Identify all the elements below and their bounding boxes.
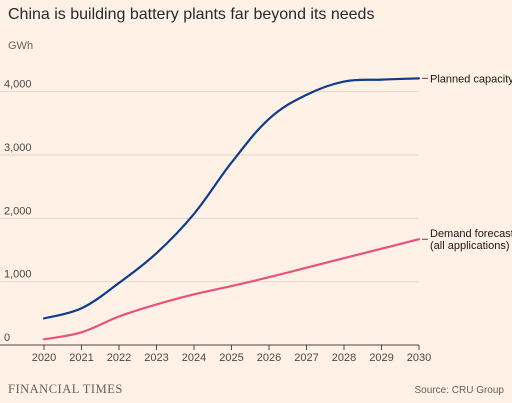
x-tick-label: 2022 — [107, 352, 131, 364]
x-tick-label: 2021 — [69, 352, 93, 364]
planned-capacity-label: Planned capacity — [430, 73, 512, 85]
y-axis-unit: GWh — [8, 40, 34, 52]
y-tick-label: 1,000 — [4, 269, 32, 281]
demand-forecast-label: (all applications) — [430, 240, 509, 252]
x-tick-label: 2029 — [369, 352, 393, 364]
x-tick-label: 2026 — [257, 352, 281, 364]
x-tick-label: 2023 — [144, 352, 168, 364]
series-lines — [42, 77, 421, 341]
brand-logo-text: FINANCIAL TIMES — [8, 382, 123, 396]
y-tick-label: 2,000 — [4, 205, 32, 217]
source-note: Source: CRU Group — [414, 385, 504, 396]
demand-forecast-label: Demand forecast — [430, 228, 512, 240]
y-tick-label: 0 — [4, 332, 10, 344]
y-tick-labels: 0 1,000 2,000 3,000 4,000 — [4, 79, 32, 344]
x-tick-label: 2027 — [294, 352, 318, 364]
gridlines — [0, 91, 419, 346]
y-tick-label: 3,000 — [4, 142, 32, 154]
x-tick-label: 2025 — [219, 352, 243, 364]
x-tick-label: 2020 — [32, 352, 56, 364]
demand-forecast-line — [42, 238, 421, 341]
x-tick-label: 2024 — [182, 352, 206, 364]
chart-title: China is building battery plants far bey… — [8, 6, 375, 23]
series-labels: Planned capacity Demand forecast(all appl… — [422, 73, 512, 252]
x-tick-label: 2030 — [407, 352, 431, 364]
planned-capacity-line — [42, 77, 421, 320]
x-tick-label: 2028 — [332, 352, 356, 364]
x-tick-labels: 2020 2021 2022 2023 2024 2025 2026 2027 2028 2029… — [32, 345, 431, 364]
y-tick-label: 4,000 — [4, 79, 32, 91]
